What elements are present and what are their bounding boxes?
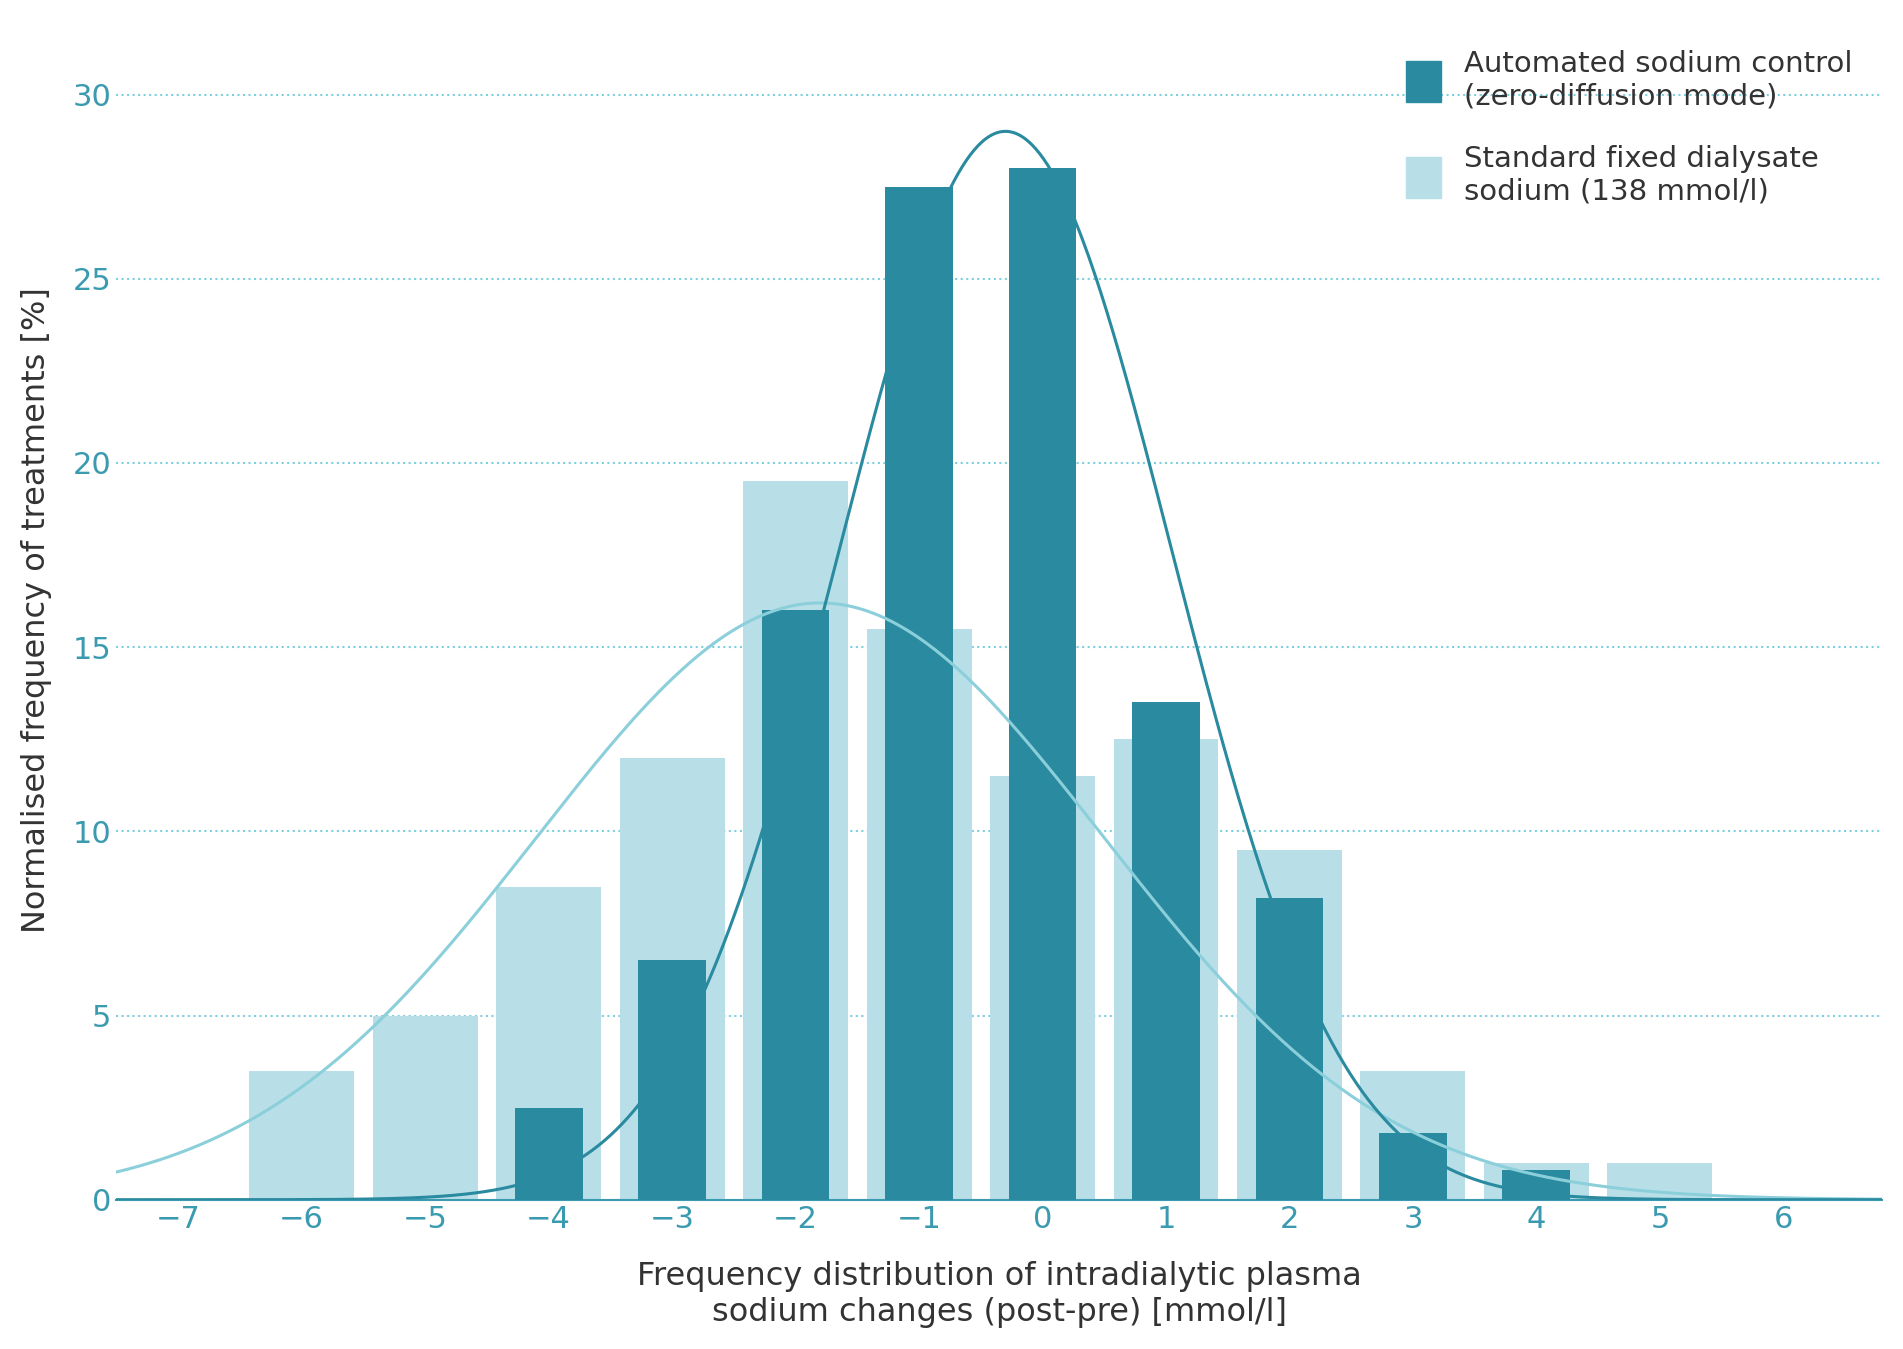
Bar (885, 186, 953, 1199)
Bar (249, 1071, 354, 1199)
Bar (990, 776, 1094, 1199)
Bar (866, 629, 972, 1199)
Bar (1237, 850, 1342, 1199)
Bar (1361, 1071, 1465, 1199)
Bar (620, 758, 725, 1199)
Y-axis label: Normalised frequency of treatments [%]: Normalised frequency of treatments [%] (21, 287, 51, 934)
Bar (1113, 739, 1218, 1199)
Bar (1503, 1170, 1570, 1199)
Bar (514, 1108, 582, 1199)
Bar (1380, 1133, 1446, 1199)
Bar (1132, 703, 1201, 1199)
Bar (1608, 1163, 1713, 1199)
Bar (761, 610, 830, 1199)
X-axis label: Frequency distribution of intradialytic plasma
sodium changes (post-pre) [mmol/l: Frequency distribution of intradialytic … (638, 1261, 1363, 1329)
Bar (1009, 169, 1077, 1199)
Bar (1256, 897, 1323, 1199)
Bar (742, 482, 849, 1199)
Bar (373, 1016, 478, 1199)
Bar (638, 960, 706, 1199)
Bar (497, 886, 601, 1199)
Bar (1484, 1163, 1589, 1199)
Legend: Automated sodium control
(zero-diffusion mode), Standard fixed dialysate
sodium : Automated sodium control (zero-diffusion… (1391, 35, 1867, 220)
